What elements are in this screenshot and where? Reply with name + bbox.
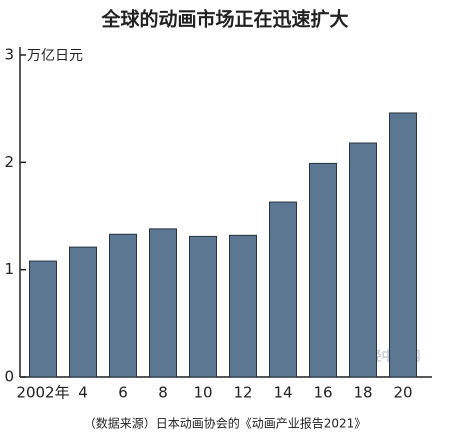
- x-tick-label: 18: [353, 384, 372, 402]
- x-tick-label: 20: [393, 384, 412, 402]
- x-tick-label: 12: [233, 384, 252, 402]
- y-axis-label: 万亿日元: [27, 48, 83, 64]
- x-tick-label: 6: [118, 384, 128, 402]
- bar: [229, 234, 257, 378]
- y-tick-label: 2: [4, 153, 14, 171]
- x-tick-label: 10: [193, 384, 212, 402]
- source-note: （数据来源）日本动画协会的《动画产业报告2021》: [84, 416, 367, 431]
- y-tick-label: 0: [4, 368, 14, 386]
- x-tick-label: 16: [313, 384, 332, 402]
- y-tick-label: 3: [4, 46, 14, 64]
- chart-title: 全球的动画市场正在迅速扩大: [100, 8, 348, 31]
- x-tick-label: 2002年: [16, 384, 69, 402]
- x-tick-label: 4: [78, 384, 88, 402]
- bar: [69, 246, 97, 378]
- x-tick-label: 8: [158, 384, 168, 402]
- bar: [269, 201, 297, 378]
- bar: [109, 233, 137, 378]
- bar: [29, 260, 57, 378]
- bar: [309, 162, 337, 378]
- y-tick-label: 1: [4, 260, 14, 278]
- x-tick-label: 14: [273, 384, 292, 402]
- bar: [189, 235, 217, 378]
- bar: [149, 228, 177, 378]
- bar: [349, 142, 377, 378]
- bar: [389, 112, 417, 378]
